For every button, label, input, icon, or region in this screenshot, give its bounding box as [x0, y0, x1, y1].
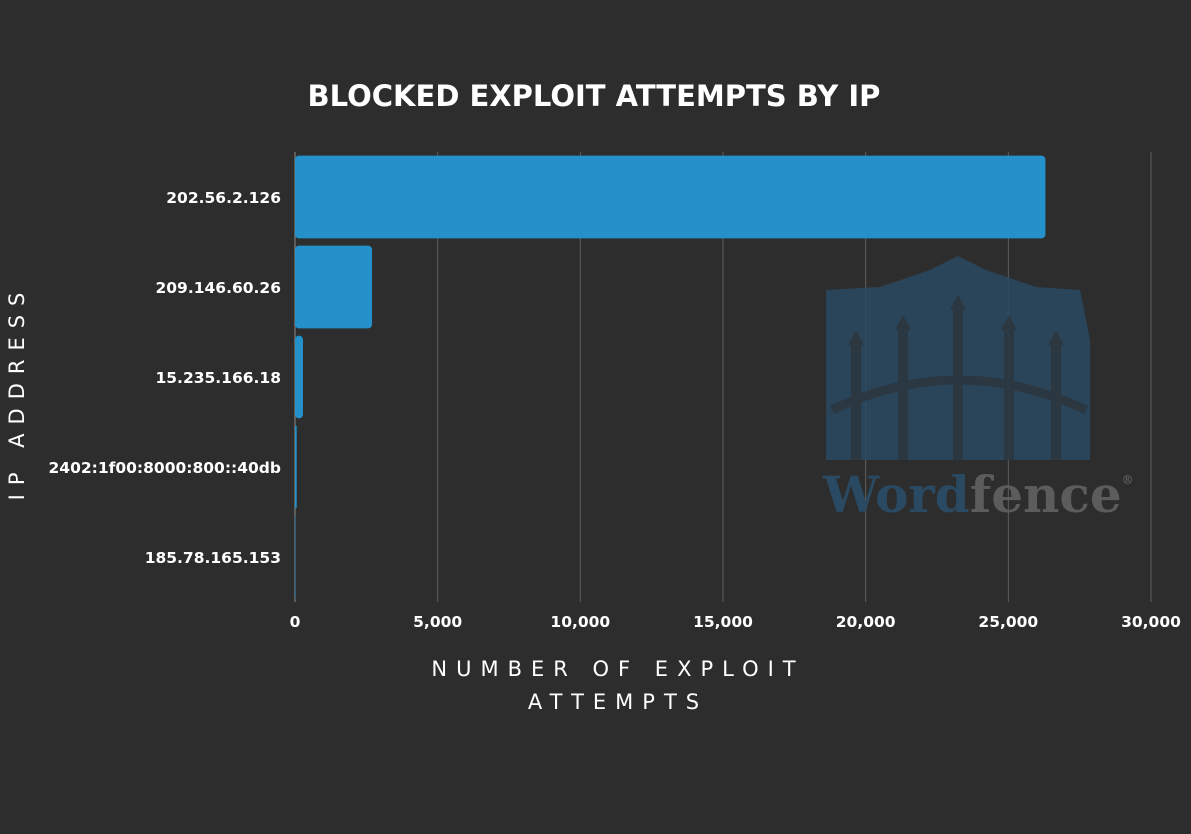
wordfence-logo-watermark: Wordfence® [822, 256, 1134, 524]
y-tick-label: 202.56.2.126 [166, 189, 281, 207]
x-tick-label: 10,000 [550, 613, 610, 631]
bar [295, 155, 1046, 239]
x-tick-label: 15,000 [693, 613, 753, 631]
bar [295, 425, 297, 509]
x-axis-label-line-1: NUMBER OF EXPLOIT [431, 657, 804, 681]
x-tick-label: 0 [290, 613, 301, 631]
bar [295, 335, 303, 419]
y-tick-labels: 202.56.2.126 209.146.60.26 15.235.166.18 24… [49, 189, 282, 567]
x-tick-label: 20,000 [836, 613, 896, 631]
x-tick-labels: 0 5,000 10,000 15,000 20,000 25,000 30,000 [290, 613, 1182, 631]
watermark-text: Wordfence® [822, 465, 1134, 524]
watermark-fence: fence [970, 465, 1122, 524]
x-axis-label-line-2: ATTEMPTS [528, 690, 708, 714]
x-tick-label: 30,000 [1121, 613, 1181, 631]
y-tick-label: 15.235.166.18 [155, 369, 281, 387]
watermark-registered: ® [1122, 473, 1134, 487]
y-tick-label: 185.78.165.153 [145, 549, 281, 567]
bar [295, 245, 373, 329]
chart-title: BLOCKED EXPLOIT ATTEMPTS BY IP [308, 79, 881, 113]
x-tick-label: 5,000 [413, 613, 462, 631]
y-tick-label: 2402:1f00:8000:800::40db [49, 459, 282, 477]
x-tick-label: 25,000 [978, 613, 1038, 631]
watermark-word: Word [822, 465, 970, 524]
bars [295, 155, 1046, 599]
y-axis-label: IP ADDRESS [5, 284, 29, 501]
bar [295, 515, 296, 599]
y-tick-label: 209.146.60.26 [155, 279, 281, 297]
fence-pickets [830, 294, 1088, 460]
